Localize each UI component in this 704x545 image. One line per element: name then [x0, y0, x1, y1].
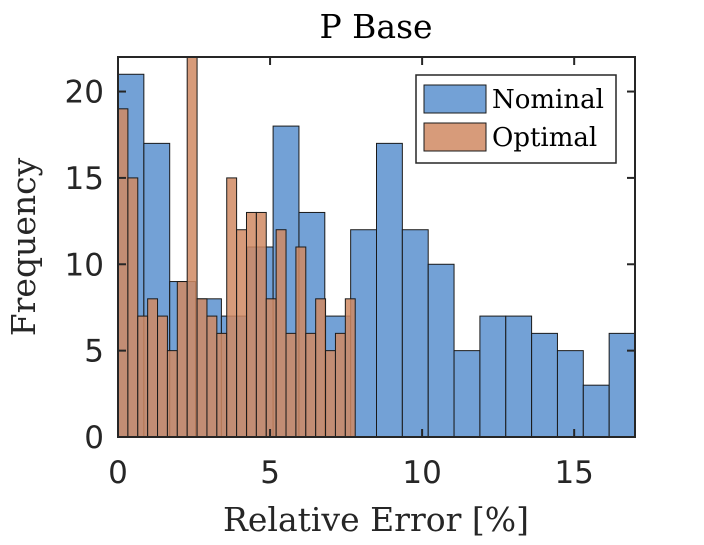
optimal-bar — [117, 108, 129, 438]
y-tick-label: 10 — [65, 247, 104, 283]
optimal-bar — [137, 315, 149, 438]
nominal-bar — [556, 350, 584, 438]
legend-swatch-optimal — [423, 122, 487, 152]
nominal-bar — [479, 315, 507, 438]
legend-label-optimal: Optimal — [492, 123, 597, 153]
optimal-bar — [166, 350, 178, 438]
x-tick-label: 10 — [402, 455, 441, 491]
nominal-bar — [505, 315, 533, 438]
optimal-bar — [245, 211, 257, 438]
legend-label-nominal: Nominal — [492, 85, 604, 115]
optimal-bar — [315, 298, 327, 438]
x-tick-label: 15 — [554, 455, 593, 491]
nominal-bar — [376, 142, 403, 438]
optimal-bar — [285, 332, 297, 438]
y-tick-label: 0 — [84, 420, 104, 456]
optimal-bar — [206, 315, 218, 438]
optimal-bar — [275, 229, 287, 438]
optimal-bar — [186, 56, 198, 438]
nominal-bar — [531, 332, 558, 438]
optimal-bar — [176, 281, 188, 438]
ticks-layer: 0 5 10 15 0 5 10 15 20 — [65, 57, 635, 491]
optimal-bar — [334, 332, 346, 438]
optimal-bar — [236, 229, 247, 438]
y-tick-label: 20 — [65, 75, 104, 111]
nominal-bar — [582, 384, 610, 438]
optimal-bar — [305, 332, 317, 438]
x-tick-label: 0 — [108, 455, 128, 491]
optimal-bar — [325, 350, 336, 438]
plot-frame — [117, 56, 636, 438]
chart-title: P Base — [319, 7, 432, 46]
optimal-bar — [265, 298, 277, 438]
y-tick-label: 5 — [84, 334, 104, 370]
x-tick-label: 5 — [260, 455, 280, 491]
bars-layer — [117, 56, 636, 438]
y-tick-label: 15 — [65, 161, 104, 197]
optimal-bar — [295, 246, 307, 438]
optimal-bar — [147, 298, 159, 438]
legend-swatch-nominal — [423, 84, 487, 114]
optimal-bar — [226, 177, 238, 438]
optimal-bar — [216, 332, 228, 438]
legend: Nominal Optimal — [415, 74, 617, 164]
nominal-bar — [401, 229, 429, 438]
optimal-bar — [157, 315, 168, 438]
nominal-bar — [608, 332, 636, 438]
y-axis-label: Frequency — [4, 157, 43, 336]
optimal-bar — [255, 211, 267, 438]
nominal-bar — [453, 350, 481, 438]
optimal-bar — [127, 177, 139, 438]
optimal-bar — [344, 298, 356, 438]
nominal-bar — [427, 263, 455, 438]
x-axis-label: Relative Error [%] — [223, 500, 529, 539]
optimal-bar — [196, 298, 208, 438]
